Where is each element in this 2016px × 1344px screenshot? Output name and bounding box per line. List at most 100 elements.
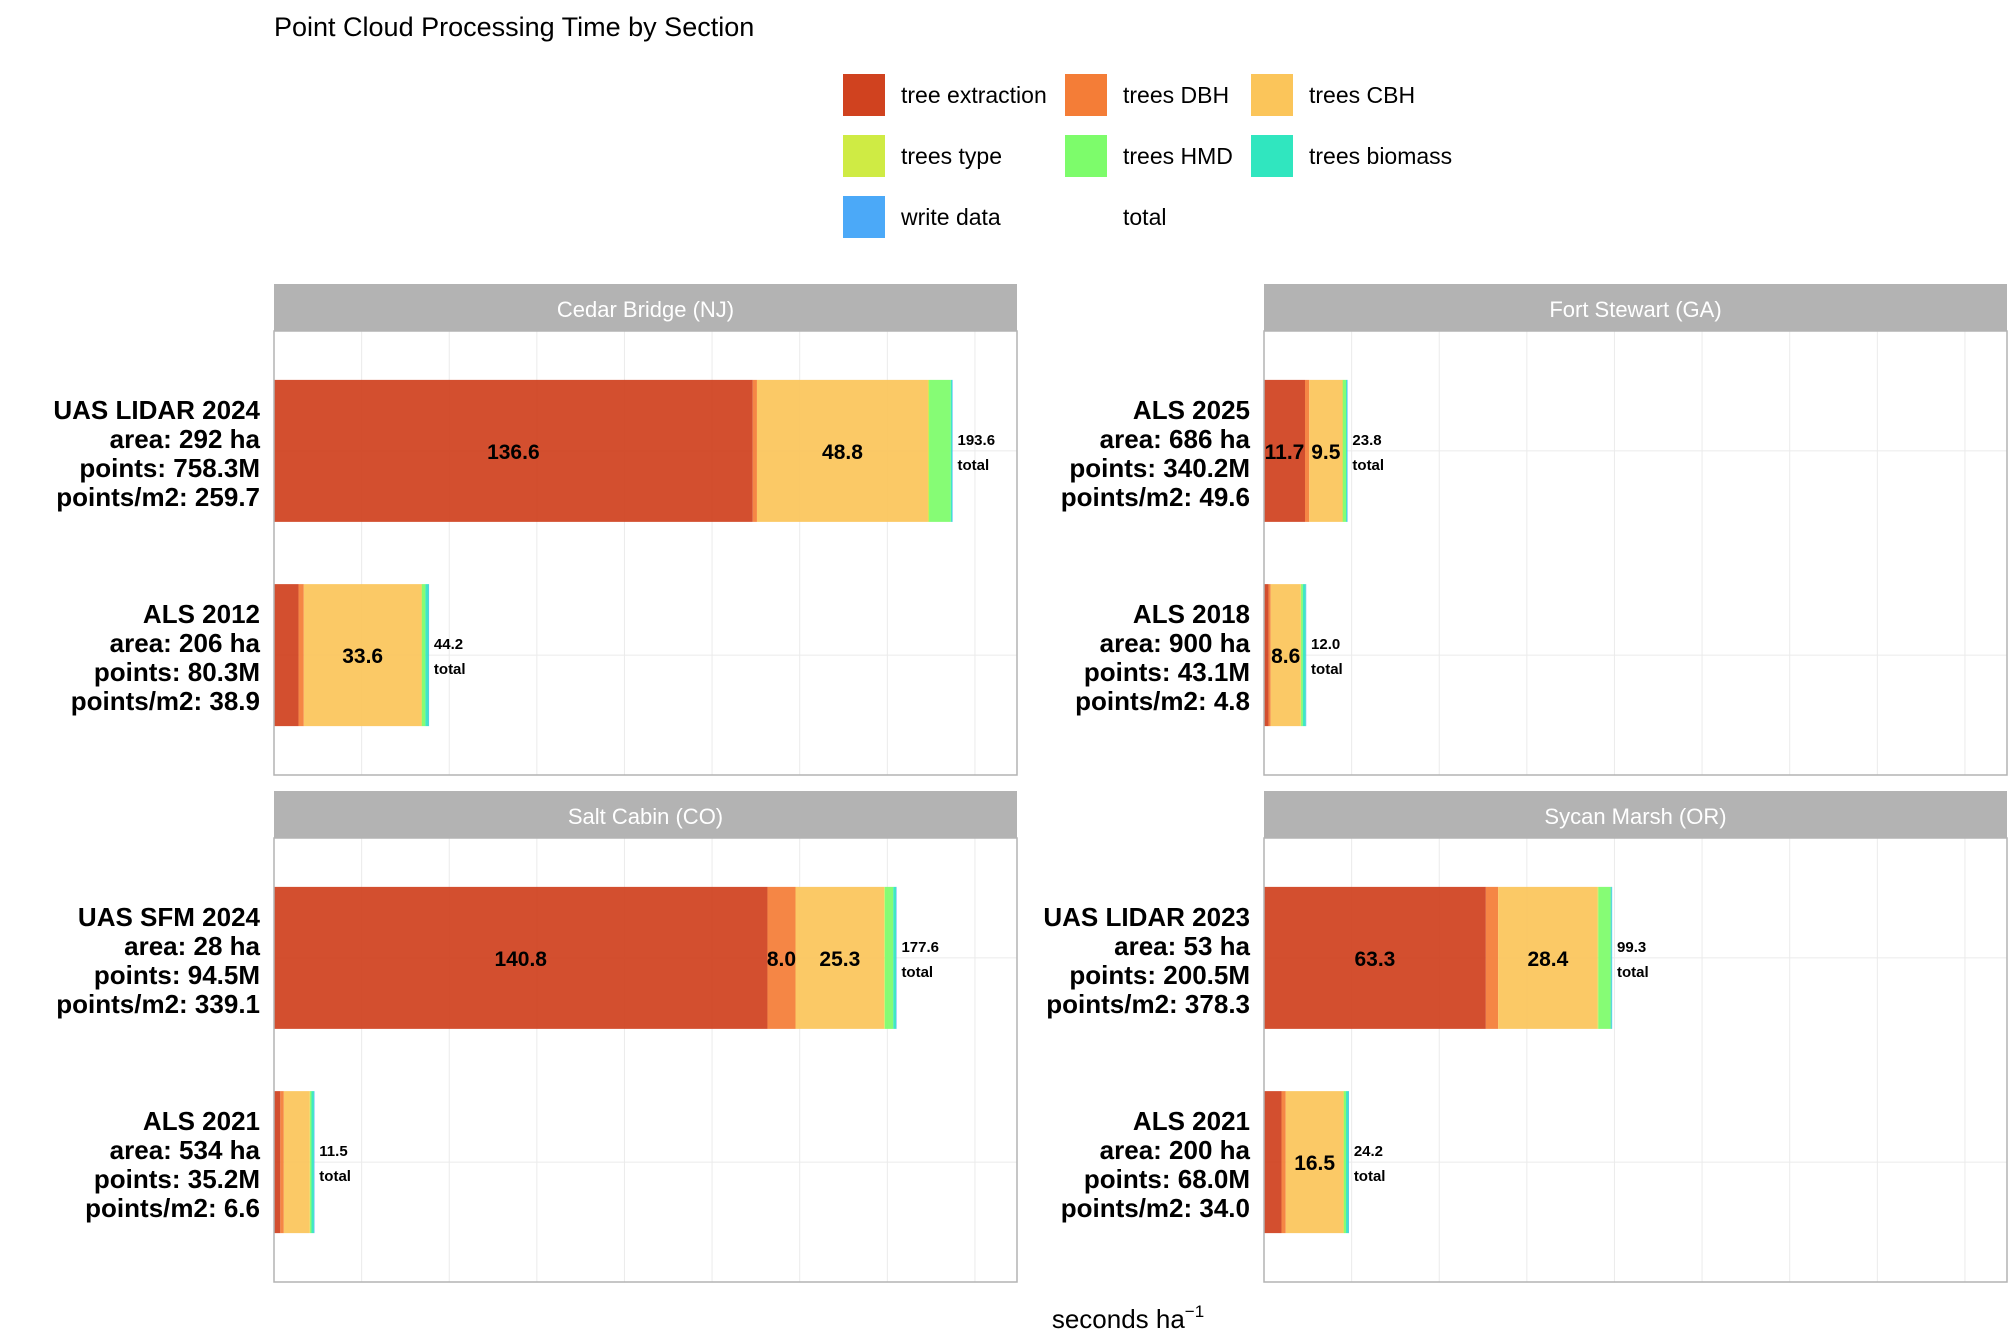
- bar-segment-trees_hmd: [421, 584, 426, 727]
- bar-segment-trees_dbh: [1281, 1091, 1286, 1234]
- y-tick-label-line: area: 686 ha: [1100, 424, 1251, 454]
- facet-panel: Salt Cabin (CO) 140.8 8.0 25.3 177.6 total UAS…: [56, 791, 1018, 1283]
- total-value-label: 99.3: [1617, 939, 1646, 956]
- y-tick-label: UAS SFM 2024 area: 28 ha points: 94.5M poin…: [56, 902, 260, 1019]
- legend-label-total: total: [1123, 204, 1166, 230]
- total-value-label: 24.2: [1354, 1143, 1383, 1160]
- facet-strip: [1264, 284, 2007, 331]
- bar-value-label: 140.8: [494, 948, 547, 971]
- legend-swatch-trees_dbh: [1065, 74, 1107, 116]
- y-tick-label: ALS 2018 area: 900 ha points: 43.1M points/…: [1075, 599, 1250, 716]
- facet-strip: [274, 284, 1017, 331]
- bar-segment-trees_type: [309, 1091, 311, 1234]
- facet-strip-label: Salt Cabin (CO): [568, 804, 723, 829]
- x-axis-label-superscript: −1: [1185, 1302, 1204, 1321]
- total-value-label: 177.6: [901, 939, 939, 956]
- y-tick-label-line: area: 292 ha: [110, 424, 261, 454]
- total-word-label: total: [319, 1168, 351, 1185]
- y-tick-label-line: points/m2: 339.1: [56, 989, 260, 1019]
- facet-strip-label: Fort Stewart (GA): [1549, 297, 1721, 322]
- y-tick-label-line: points/m2: 38.9: [71, 686, 260, 716]
- bar-segment-trees_hmd: [1342, 379, 1347, 522]
- y-tick-label-line: points: 43.1M: [1084, 657, 1250, 687]
- y-tick-label-line: UAS LIDAR 2024: [53, 395, 260, 425]
- bar-segment-trees_hmd: [929, 379, 951, 522]
- y-tick-label-line: area: 53 ha: [1114, 931, 1250, 961]
- legend-label-write_data: write data: [900, 204, 1001, 230]
- facet-panel: Sycan Marsh (OR) 63.3 28.4 99.3 total UAS LID…: [1043, 791, 2008, 1283]
- y-tick-label: UAS LIDAR 2023 area: 53 ha points: 200.5M p…: [1043, 902, 1250, 1019]
- facet-strip-label: Cedar Bridge (NJ): [557, 297, 734, 322]
- bar-segment-trees_hmd: [1598, 886, 1611, 1029]
- y-tick-label-line: area: 206 ha: [110, 628, 261, 658]
- total-word-label: total: [901, 964, 933, 981]
- bar-segment-trees_dbh: [1268, 584, 1271, 727]
- bar-segment-trees_dbh: [767, 886, 796, 1029]
- bar-segment-trees_biomass: [950, 379, 953, 522]
- bar-segment-trees_dbh: [752, 379, 757, 522]
- panel-border: [273, 330, 1018, 776]
- y-tick-label-line: points: 35.2M: [94, 1164, 260, 1194]
- bar-value-label: 136.6: [487, 441, 540, 464]
- bar-segment-trees_hmd: [1343, 1091, 1347, 1234]
- bar-segment-trees_cbh: [1309, 379, 1343, 522]
- y-tick-label-line: area: 28 ha: [124, 931, 260, 961]
- panels: Cedar Bridge (NJ) 136.6 48.8 193.6 total UAS …: [53, 284, 2008, 1283]
- bar-segment-trees_type: [1300, 584, 1302, 727]
- bar-value-label: 11.7: [1265, 441, 1305, 464]
- y-tick-label: ALS 2021 area: 534 ha points: 35.2M points/…: [85, 1106, 260, 1223]
- bar-segment-write_data: [952, 379, 953, 522]
- y-tick-label-line: area: 200 ha: [1100, 1135, 1251, 1165]
- bar-value-label: 63.3: [1354, 948, 1395, 971]
- legend-swatch-trees_hmd: [1065, 135, 1107, 177]
- bar-segment-tree_extraction: [1264, 886, 1486, 1029]
- facet-panel: Fort Stewart (GA) 11.7 9.5 23.8 total ALS 202…: [1061, 284, 2008, 776]
- bar-segment-write_data: [1348, 1091, 1349, 1234]
- total-value-label: 12.0: [1311, 636, 1340, 653]
- total-value-label: 23.8: [1352, 432, 1381, 449]
- bar-value-label: 9.5: [1311, 441, 1341, 464]
- total-value-label: 11.5: [319, 1143, 347, 1160]
- bar-segment-trees_type: [884, 886, 885, 1029]
- facet-strip-label: Sycan Marsh (OR): [1544, 804, 1726, 829]
- y-tick-label-line: area: 534 ha: [110, 1135, 261, 1165]
- bar-segment-trees_type: [1597, 886, 1599, 1029]
- legend-swatch-write_data: [843, 196, 885, 238]
- bar-segment-write_data: [428, 584, 430, 727]
- bar-segment-trees_cbh: [1270, 584, 1301, 727]
- y-tick-label-line: points: 340.2M: [1069, 453, 1250, 483]
- bar-segment-trees_cbh: [303, 584, 422, 727]
- bar-segment-trees_type: [1343, 1091, 1345, 1234]
- bar-segment-trees_hmd: [310, 1091, 312, 1234]
- legend-label-trees_type: trees type: [901, 143, 1002, 169]
- y-tick-label-line: points: 94.5M: [94, 960, 260, 990]
- bar-segment-trees_cbh: [795, 886, 885, 1029]
- bar-segment-trees_biomass: [1346, 1091, 1349, 1234]
- bar-segment-trees_type: [1342, 379, 1344, 522]
- total-word-label: total: [1354, 1168, 1386, 1185]
- y-tick-label-line: area: 900 ha: [1100, 628, 1251, 658]
- y-tick-label: ALS 2021 area: 200 ha points: 68.0M points/…: [1061, 1106, 1251, 1223]
- panel-border: [273, 837, 1018, 1283]
- bar-value-label: 28.4: [1527, 948, 1568, 971]
- bar-segment-trees_type: [927, 379, 930, 522]
- bar-segment-trees_hmd: [1301, 584, 1303, 727]
- bar-segment-tree_extraction: [1264, 379, 1306, 522]
- bar-segment-trees_biomass: [893, 886, 897, 1029]
- bar-segment-trees_dbh: [298, 584, 304, 727]
- bar-segment-trees_biomass: [1302, 584, 1306, 727]
- legend-label-trees_dbh: trees DBH: [1123, 82, 1229, 108]
- legend-swatch-trees_biomass: [1251, 135, 1293, 177]
- y-tick-label-line: points/m2: 34.0: [1061, 1193, 1250, 1223]
- legend-swatch-trees_cbh: [1251, 74, 1293, 116]
- bar-segment-trees_cbh: [1498, 886, 1598, 1029]
- bar-segment-write_data: [313, 1091, 315, 1234]
- y-tick-label-line: ALS 2025: [1133, 395, 1250, 425]
- bar-segment-trees_cbh: [756, 379, 928, 522]
- bar-segment-trees_cbh: [1285, 1091, 1344, 1234]
- bar-segment-trees_biomass: [1346, 379, 1348, 522]
- bar-segment-tree_extraction: [274, 1091, 281, 1234]
- y-tick-label-line: points/m2: 49.6: [1061, 482, 1250, 512]
- bar-segment-tree_extraction: [1264, 1091, 1282, 1234]
- bar-segment-trees_biomass: [1610, 886, 1612, 1029]
